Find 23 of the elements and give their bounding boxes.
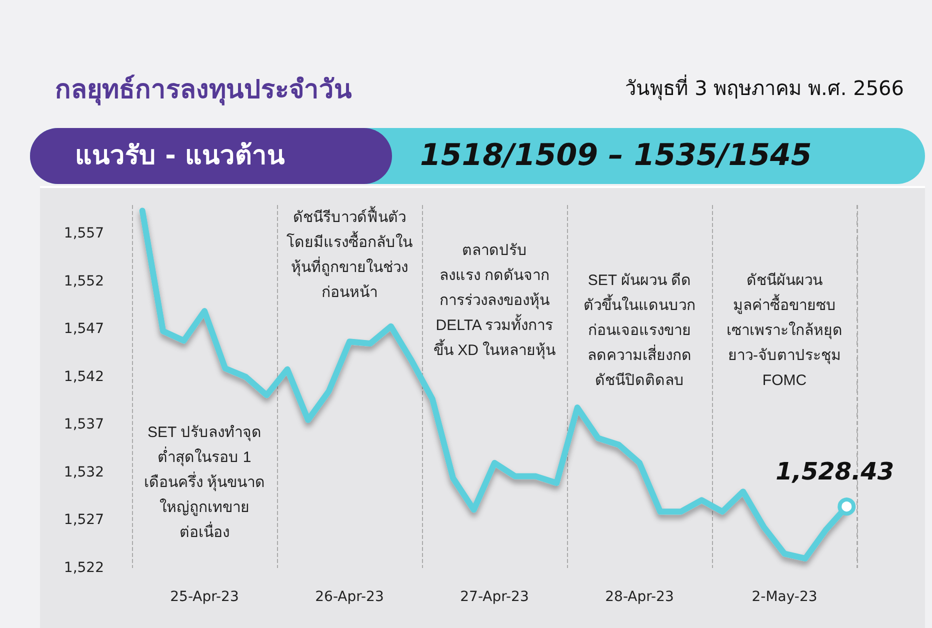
annotation: ดัชนีผันผวน มูลค่าซื้อขายซบ เซาเพราะใกล้หยุด ยาว-จับตาประชุม FOMC xyxy=(726,272,842,389)
y-tick-label: 1,537 xyxy=(64,416,104,433)
x-tick-label: 25-Apr-23 xyxy=(170,589,239,605)
y-tick-label: 1,527 xyxy=(64,512,104,528)
y-tick-label: 1,522 xyxy=(64,560,104,576)
y-tick-label: 1,547 xyxy=(64,321,104,338)
x-tick-label: 2-May-23 xyxy=(752,589,818,605)
annotation: SET ปรับลงทำจุด ต่ำสุดในรอบ 1 เดือนครึ่ง หุ้นขนาด ใหญ่ถูกเทขาย ต่อเนื่อง xyxy=(144,424,266,541)
chart-title: กลยุทธ์การลงทุนประจำวัน xyxy=(55,74,352,108)
data-label: 1,528.43 xyxy=(776,458,894,486)
text: แนวรับ - แนวต้าน xyxy=(74,140,286,173)
x-tick-label: 28-Apr-23 xyxy=(605,589,674,605)
x-tick-label: 26-Apr-23 xyxy=(315,589,384,605)
text: 1518/1509 – 1535/1545 xyxy=(420,137,813,175)
annotation: ตลาดปรับ ลงแรง กดดันจาก การร่วงลงของหุ้น DELTA รวมทั้งการ ขึ้น XD ในหลายหุ้น xyxy=(433,242,556,360)
y-tick-label: 1,557 xyxy=(64,226,104,242)
chart-subtitle: วันพุธที่ 3 พฤษภาคม พ.ศ. 2566 xyxy=(625,74,904,102)
y-tick-label: 1,532 xyxy=(64,464,104,480)
annotation: SET ผันผวน ดีด ตัวขึ้นในแดนบวก ก่อนเจอแรงขาย ลดความเสี่ยงกด ดัชนีปิดติดลบ xyxy=(584,272,696,389)
y-tick-label: 1,552 xyxy=(64,273,104,290)
y-tick-label: 1,542 xyxy=(64,368,104,385)
x-tick-label: 27-Apr-23 xyxy=(460,589,529,605)
annotation: ดัชนีรีบาวด์ฟื้นตัว โดยมีแรงซื้อกลับใน หุ้นที่ถูกขายในช่วง ก่อนหน้า xyxy=(286,206,412,301)
